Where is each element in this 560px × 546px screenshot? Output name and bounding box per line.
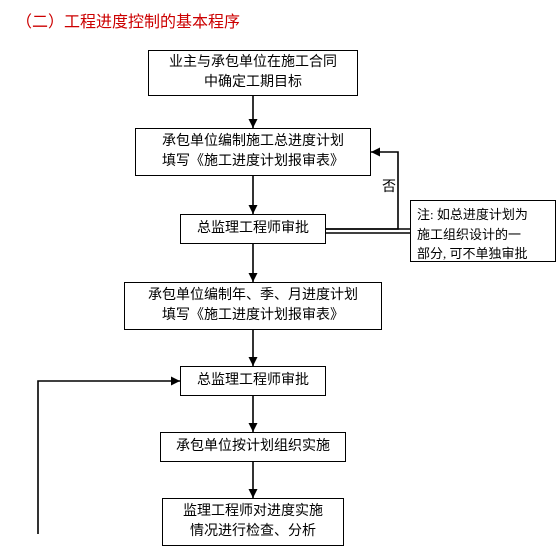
note-box: 注: 如总进度计划为 施工组织设计的一 部分, 可不单独审批 [410, 200, 556, 262]
flow-node-n6: 承包单位按计划组织实施 [160, 432, 346, 462]
flow-node-n2: 承包单位编制施工总进度计划 填写《施工进度计划报审表》 [135, 128, 371, 176]
flow-node-n1: 业主与承包单位在施工合同 中确定工期目标 [148, 50, 358, 96]
edge-label: 否 [382, 176, 396, 196]
section-title: （二）工程进度控制的基本程序 [16, 8, 240, 32]
flow-node-n7: 监理工程师对进度实施 情况进行检查、分析 [162, 498, 344, 546]
flow-node-n5: 总监理工程师审批 [180, 366, 326, 396]
flow-node-n4: 承包单位编制年、季、月进度计划 填写《施工进度计划报审表》 [124, 282, 382, 330]
flow-node-n3: 总监理工程师审批 [180, 214, 326, 244]
